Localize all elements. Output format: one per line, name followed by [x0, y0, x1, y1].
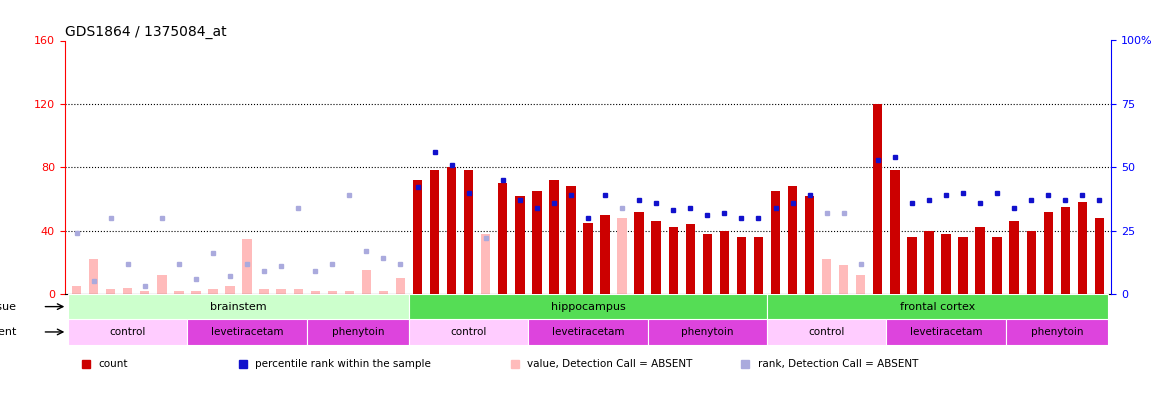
Bar [174, 291, 183, 294]
Text: control: control [450, 327, 487, 337]
Text: control: control [808, 327, 844, 337]
Text: GDS1864 / 1375084_at: GDS1864 / 1375084_at [65, 26, 226, 39]
Text: value, Detection Call = ABSENT: value, Detection Call = ABSENT [527, 359, 693, 369]
Bar [686, 224, 695, 294]
Text: control: control [109, 327, 146, 337]
Bar [192, 291, 201, 294]
Bar [68, 319, 187, 345]
Bar [890, 171, 900, 294]
Bar [447, 167, 456, 294]
Bar [396, 278, 406, 294]
Bar [1005, 319, 1108, 345]
Bar [140, 291, 149, 294]
Bar [873, 104, 882, 294]
Bar [567, 186, 575, 294]
Bar [1061, 207, 1070, 294]
Bar [648, 319, 767, 345]
Text: count: count [98, 359, 128, 369]
Bar [804, 196, 814, 294]
Bar [1009, 221, 1018, 294]
Bar [770, 191, 780, 294]
Text: levetiracetam: levetiracetam [552, 327, 624, 337]
Bar [720, 230, 729, 294]
Bar [242, 239, 252, 294]
Bar [788, 186, 797, 294]
Bar [887, 319, 1005, 345]
Bar [822, 259, 831, 294]
Bar [941, 234, 950, 294]
Bar [533, 191, 542, 294]
Bar [652, 221, 661, 294]
Bar [345, 291, 354, 294]
Bar [307, 319, 409, 345]
Bar [993, 237, 1002, 294]
Bar [634, 211, 643, 294]
Bar [260, 289, 269, 294]
Bar [465, 171, 474, 294]
Bar [413, 180, 422, 294]
Bar [1077, 202, 1087, 294]
Bar [409, 294, 767, 319]
Text: tissue: tissue [0, 302, 16, 311]
Bar [123, 288, 133, 294]
Bar [89, 259, 99, 294]
Bar [907, 237, 916, 294]
Bar [515, 196, 524, 294]
Bar [187, 319, 307, 345]
Bar [68, 294, 409, 319]
Bar [549, 180, 559, 294]
Bar [736, 237, 746, 294]
Text: percentile rank within the sample: percentile rank within the sample [255, 359, 432, 369]
Bar [208, 289, 218, 294]
Text: hippocampus: hippocampus [550, 302, 626, 311]
Bar [924, 230, 934, 294]
Bar [754, 237, 763, 294]
Bar [294, 289, 303, 294]
Bar [1095, 218, 1104, 294]
Bar [838, 265, 848, 294]
Bar [328, 291, 338, 294]
Bar [481, 234, 490, 294]
Bar [767, 319, 887, 345]
Bar [528, 319, 648, 345]
Text: phenytoin: phenytoin [332, 327, 385, 337]
Bar [310, 291, 320, 294]
Bar [601, 215, 609, 294]
Bar [1043, 211, 1053, 294]
Bar [617, 218, 627, 294]
Bar [583, 223, 593, 294]
Bar [1027, 230, 1036, 294]
Bar [499, 183, 508, 294]
Text: agent: agent [0, 327, 16, 337]
Text: brainstem: brainstem [211, 302, 267, 311]
Bar [958, 237, 968, 294]
Bar [856, 275, 866, 294]
Bar [362, 270, 372, 294]
Text: levetiracetam: levetiracetam [910, 327, 982, 337]
Bar [668, 228, 677, 294]
Bar [767, 294, 1108, 319]
Text: levetiracetam: levetiracetam [211, 327, 283, 337]
Text: phenytoin: phenytoin [681, 327, 734, 337]
Bar [158, 275, 167, 294]
Text: phenytoin: phenytoin [1030, 327, 1083, 337]
Bar [975, 228, 984, 294]
Bar [276, 289, 286, 294]
Bar [430, 171, 440, 294]
Bar [409, 319, 528, 345]
Bar [702, 234, 711, 294]
Bar [379, 291, 388, 294]
Bar [106, 289, 115, 294]
Text: rank, Detection Call = ABSENT: rank, Detection Call = ABSENT [757, 359, 918, 369]
Bar [226, 286, 235, 294]
Text: frontal cortex: frontal cortex [900, 302, 975, 311]
Bar [72, 286, 81, 294]
